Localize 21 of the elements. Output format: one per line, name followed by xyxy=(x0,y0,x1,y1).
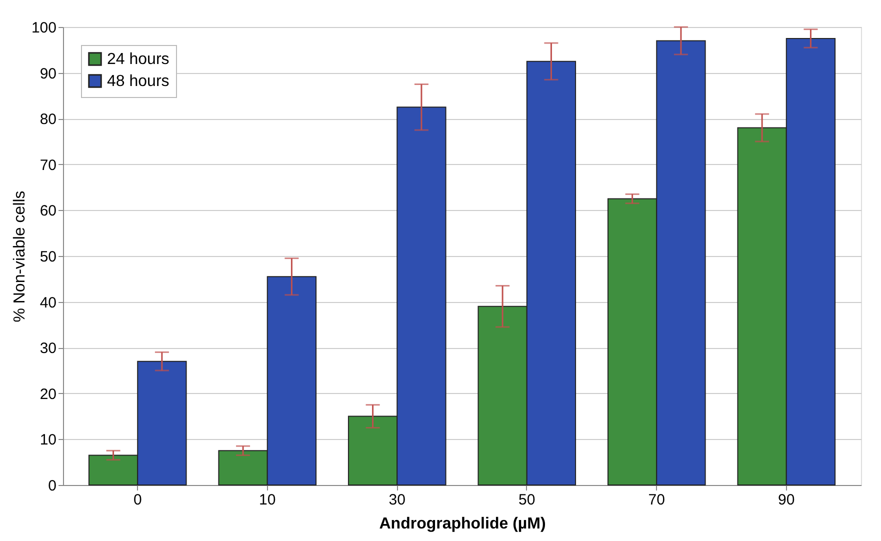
x-tick-label: 50 xyxy=(518,492,536,508)
y-tick-label: 70 xyxy=(40,156,56,174)
x-axis-title: Andrographolide (µM) xyxy=(379,516,546,532)
y-tick-label: 100 xyxy=(31,20,56,36)
legend-label: 48 hours xyxy=(107,73,170,90)
y-tick-label: 30 xyxy=(40,340,56,358)
y-tick-label: 20 xyxy=(40,386,56,403)
x-tick-label: 10 xyxy=(259,492,276,508)
y-tick-label: 10 xyxy=(40,432,56,449)
x-tick-label: 70 xyxy=(648,492,665,508)
y-tick-label: 80 xyxy=(40,111,56,128)
y-tick-label: 60 xyxy=(40,202,56,220)
y-tick-label: 50 xyxy=(40,248,56,266)
y-tick-label: 40 xyxy=(40,294,56,312)
y-tick-label: 90 xyxy=(40,65,56,82)
x-tick-label: 90 xyxy=(778,492,795,508)
legend-label: 24 hours xyxy=(107,51,170,68)
x-tick-label: 30 xyxy=(388,492,406,508)
y-tick-label: 0 xyxy=(48,478,56,494)
y-axis-title: % Non-viable cells xyxy=(11,190,28,322)
x-tick-label: 0 xyxy=(133,492,142,508)
